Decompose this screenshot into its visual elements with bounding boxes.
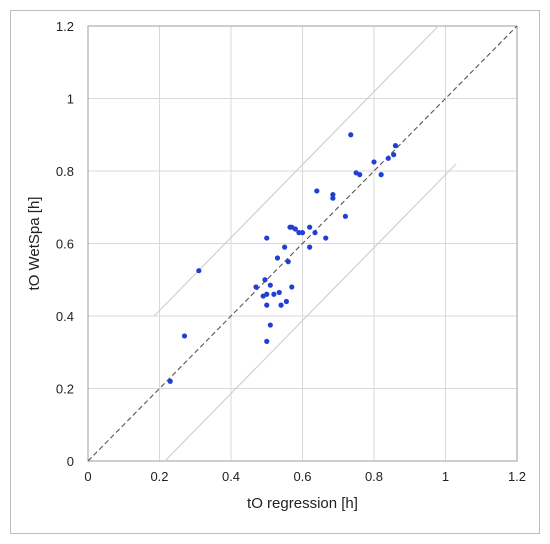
- confidence-bound-line: [164, 163, 457, 462]
- chart-frame: 0 0.2 0.4 0.6 0.8 1 1.2 0 0.2 0.4 0.6 0.8 1 1.2 tO r…: [10, 10, 540, 534]
- x-tick-label: 0.6: [293, 469, 311, 484]
- data-point: [264, 302, 270, 308]
- data-point: [378, 172, 384, 178]
- data-point: [307, 224, 313, 230]
- data-point: [264, 235, 270, 241]
- data-point: [385, 155, 391, 161]
- y-tick-label: 0.6: [56, 237, 74, 252]
- confidence-bound-line: [153, 25, 439, 317]
- data-point: [282, 244, 288, 250]
- data-point: [262, 277, 268, 283]
- data-point: [296, 230, 302, 236]
- one-to-one-line: [87, 25, 518, 462]
- y-axis-label: tO WetSpa [h]: [26, 197, 43, 291]
- data-point: [264, 291, 270, 297]
- data-point: [267, 322, 273, 328]
- data-point: [391, 152, 397, 158]
- data-point: [267, 282, 273, 288]
- data-point: [271, 291, 277, 297]
- data-point: [314, 188, 320, 194]
- x-tick-labels: 0 0.2 0.4 0.6 0.8 1 1.2: [84, 469, 526, 484]
- data-point: [392, 143, 399, 149]
- x-tick-label: 1: [442, 469, 449, 484]
- y-tick-label: 0.8: [56, 164, 74, 179]
- y-tick-label: 0.4: [56, 309, 74, 324]
- data-point: [253, 284, 259, 290]
- data-point: [285, 259, 291, 265]
- data-point: [330, 195, 336, 201]
- x-axis-label: tO regression [h]: [247, 495, 358, 512]
- data-point: [307, 244, 313, 250]
- data-point: [278, 302, 284, 308]
- data-point: [276, 289, 282, 296]
- data-point: [289, 284, 295, 290]
- data-point: [312, 230, 318, 236]
- y-tick-label: 1.2: [56, 19, 74, 34]
- reference-lines: [87, 25, 518, 462]
- data-point: [292, 226, 298, 232]
- y-tick-label: 0: [67, 454, 74, 469]
- x-tick-label: 0.2: [150, 469, 168, 484]
- data-point: [264, 338, 270, 344]
- data-point: [181, 333, 188, 339]
- data-points: [167, 132, 399, 384]
- data-point: [283, 298, 290, 305]
- data-point: [196, 268, 202, 274]
- y-tick-label: 0.2: [56, 382, 74, 397]
- y-tick-labels: 0 0.2 0.4 0.6 0.8 1 1.2: [56, 19, 74, 469]
- data-point: [357, 172, 363, 178]
- data-point: [274, 255, 281, 261]
- y-tick-label: 1: [67, 92, 74, 107]
- data-point: [167, 378, 173, 384]
- x-tick-label: 0: [84, 469, 91, 484]
- data-point: [330, 191, 336, 198]
- x-tick-label: 0.4: [222, 469, 240, 484]
- scatter-chart: 0 0.2 0.4 0.6 0.8 1 1.2 0 0.2 0.4 0.6 0.8 1 1.2 tO r…: [26, 19, 526, 512]
- x-tick-label: 0.8: [365, 469, 383, 484]
- data-point: [299, 230, 306, 236]
- data-point: [323, 235, 329, 241]
- x-tick-label: 1.2: [508, 469, 526, 484]
- data-point: [342, 213, 348, 219]
- plot-area: [87, 25, 518, 462]
- data-point: [371, 159, 377, 165]
- data-point: [348, 132, 354, 138]
